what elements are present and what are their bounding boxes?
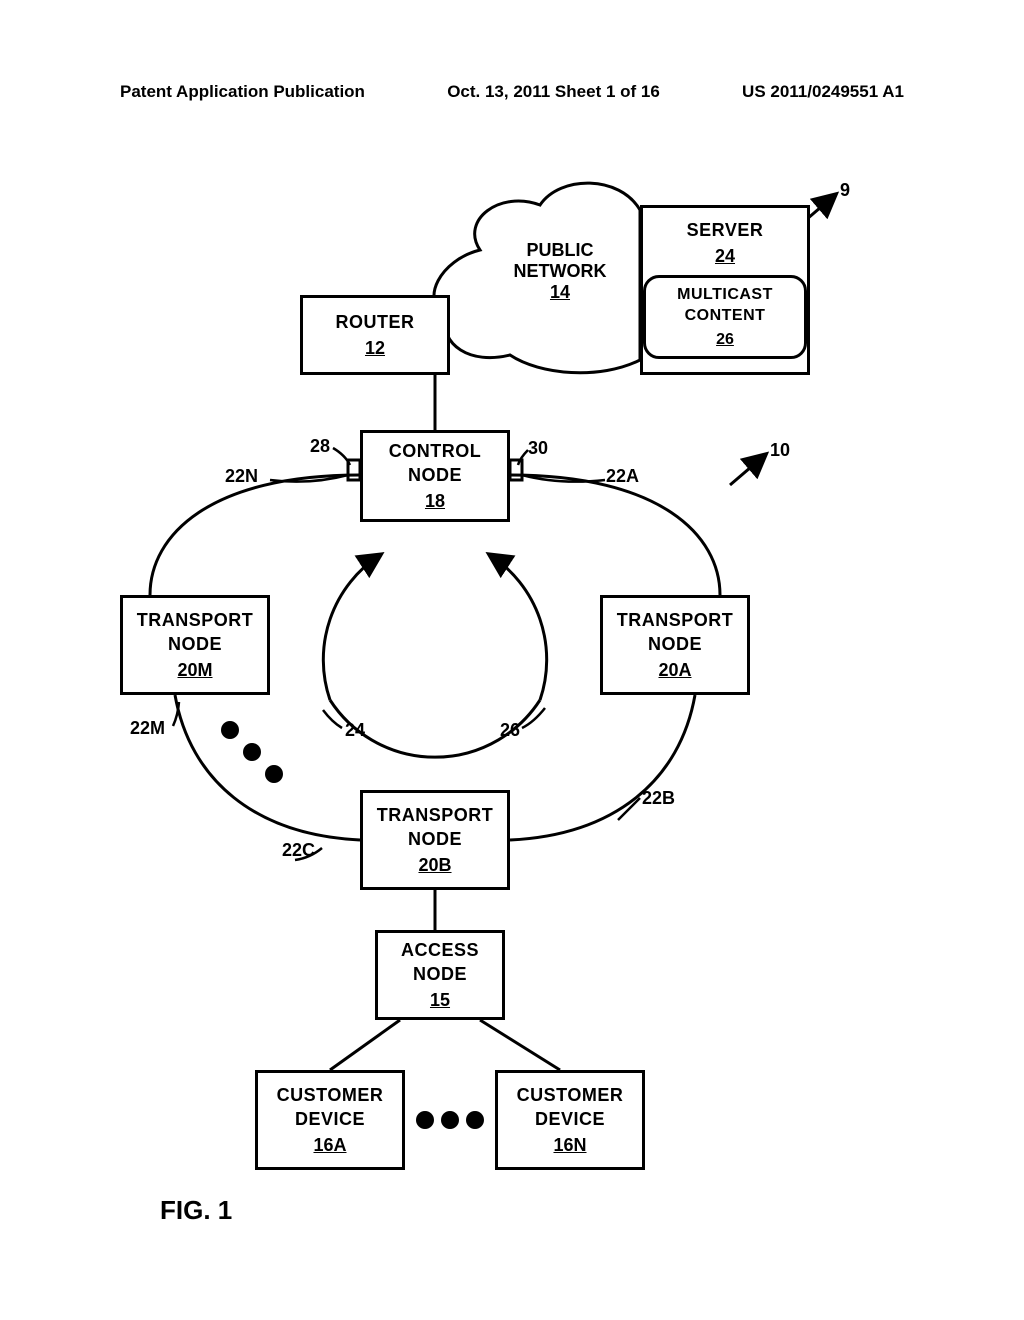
ref-22A: 22A bbox=[606, 466, 639, 487]
access-node-num: 15 bbox=[430, 988, 450, 1012]
public-network-num: 14 bbox=[495, 282, 625, 303]
transport-20a-num: 20A bbox=[658, 658, 691, 682]
server-box: SERVER 24 MULTICAST CONTENT 26 bbox=[640, 205, 810, 375]
customer-16n-label: CUSTOMERDEVICE bbox=[517, 1083, 624, 1132]
transport-20a-box: TRANSPORTNODE 20A bbox=[600, 595, 750, 695]
multicast-num: 26 bbox=[656, 329, 794, 351]
ref-22B: 22B bbox=[642, 788, 675, 809]
transport-20m-num: 20M bbox=[177, 658, 212, 682]
multicast-label: MULTICAST CONTENT bbox=[656, 284, 794, 327]
ref-22N: 22N bbox=[225, 466, 258, 487]
transport-20b-num: 20B bbox=[418, 853, 451, 877]
ref-30: 30 bbox=[528, 438, 548, 459]
public-network-label: PUBLIC NETWORK 14 bbox=[495, 240, 625, 303]
header-right: US 2011/0249551 A1 bbox=[742, 82, 904, 102]
router-label: ROUTER bbox=[336, 310, 415, 334]
control-node-num: 18 bbox=[425, 489, 445, 513]
ref-9: 9 bbox=[840, 180, 850, 201]
ref-26: 26 bbox=[500, 720, 520, 741]
transport-20a-label: TRANSPORTNODE bbox=[617, 608, 734, 657]
transport-20b-box: TRANSPORTNODE 20B bbox=[360, 790, 510, 890]
transport-20m-label: TRANSPORTNODE bbox=[137, 608, 254, 657]
customer-16a-label: CUSTOMERDEVICE bbox=[277, 1083, 384, 1132]
access-node-label: ACCESSNODE bbox=[401, 938, 479, 987]
server-num: 24 bbox=[715, 244, 735, 268]
access-node-box: ACCESSNODE 15 bbox=[375, 930, 505, 1020]
multicast-box: MULTICAST CONTENT 26 bbox=[643, 275, 807, 360]
customer-16a-box: CUSTOMERDEVICE 16A bbox=[255, 1070, 405, 1170]
customer-16a-num: 16A bbox=[313, 1133, 346, 1157]
header-center: Oct. 13, 2011 Sheet 1 of 16 bbox=[447, 82, 660, 102]
router-num: 12 bbox=[365, 336, 385, 360]
customer-16n-box: CUSTOMERDEVICE 16N bbox=[495, 1070, 645, 1170]
control-node-label: CONTROLNODE bbox=[389, 439, 482, 488]
page-root: Patent Application Publication Oct. 13, … bbox=[0, 0, 1024, 1320]
page-header: Patent Application Publication Oct. 13, … bbox=[0, 82, 1024, 102]
public-network-text: PUBLIC NETWORK bbox=[495, 240, 625, 282]
ref-22C: 22C bbox=[282, 840, 315, 861]
ref-28: 28 bbox=[310, 436, 330, 457]
control-node-box: CONTROLNODE 18 bbox=[360, 430, 510, 522]
header-left: Patent Application Publication bbox=[120, 82, 365, 102]
transport-20m-box: TRANSPORTNODE 20M bbox=[120, 595, 270, 695]
router-box: ROUTER 12 bbox=[300, 295, 450, 375]
server-label: SERVER bbox=[687, 218, 764, 242]
figure-area: PUBLIC NETWORK 14 SERVER 24 MULTICAST CO… bbox=[0, 140, 1024, 1240]
ref-10: 10 bbox=[770, 440, 790, 461]
figure-caption: FIG. 1 bbox=[160, 1195, 232, 1226]
transport-20b-label: TRANSPORTNODE bbox=[377, 803, 494, 852]
customer-16n-num: 16N bbox=[553, 1133, 586, 1157]
ref-22M: 22M bbox=[130, 718, 165, 739]
ref-24: 24 bbox=[345, 720, 365, 741]
